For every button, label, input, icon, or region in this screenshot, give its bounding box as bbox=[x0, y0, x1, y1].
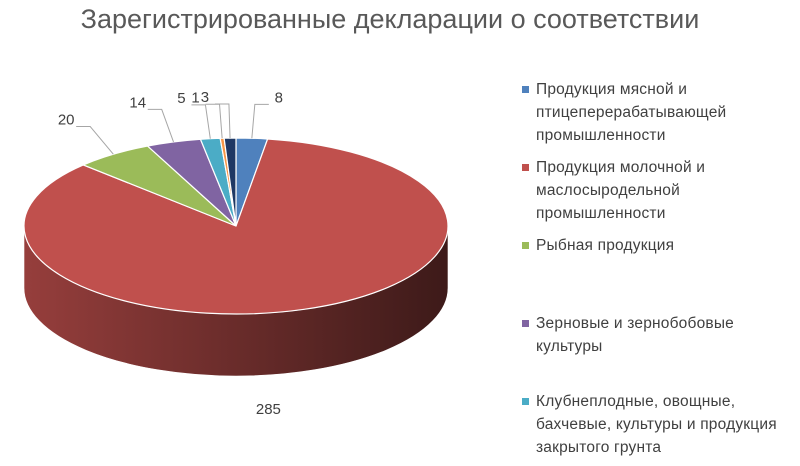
legend-item: Рыбная продукция bbox=[522, 234, 674, 257]
data-label-3: 14 bbox=[129, 94, 146, 111]
leader-line-6 bbox=[214, 103, 231, 139]
legend-label: Рыбная продукция bbox=[536, 237, 675, 254]
legend-item: Продукция молочной и маслосыродельной пром… bbox=[522, 156, 705, 225]
legend-item: Продукция мясной и птицеперерабатывающей п… bbox=[522, 78, 726, 147]
data-label-4: 5 bbox=[177, 90, 185, 107]
legend-label: Продукция мясной и птицеперерабатывающей п… bbox=[536, 81, 727, 144]
data-label-2: 20 bbox=[58, 112, 75, 129]
leader-line-2 bbox=[76, 126, 114, 155]
legend-label: Продукция молочной и маслосыродельной пром… bbox=[536, 159, 706, 222]
legend-swatch bbox=[522, 164, 529, 171]
data-label-0: 8 bbox=[275, 89, 283, 106]
leader-line-3 bbox=[147, 108, 174, 143]
leader-line-0 bbox=[251, 103, 269, 139]
data-label-5: 1 bbox=[191, 89, 199, 106]
legend-swatch bbox=[522, 398, 529, 405]
chart-title: Зарегистрированные декларации о соответс… bbox=[80, 4, 700, 34]
data-label-1: 285 bbox=[256, 401, 281, 418]
data-label-6: 3 bbox=[201, 89, 209, 106]
legend-label: Зерновые и зернобобовые культуры bbox=[536, 315, 734, 355]
legend-swatch bbox=[522, 86, 529, 93]
legend-item: Клубнеплодные, овощные, бахчевые, культур… bbox=[522, 390, 777, 459]
legend-label: Клубнеплодные, овощные, бахчевые, культур… bbox=[536, 393, 777, 456]
legend-swatch bbox=[522, 320, 529, 327]
legend-swatch bbox=[522, 242, 529, 249]
legend-item: Зерновые и зернобобовые культуры bbox=[522, 312, 734, 358]
leader-line-4 bbox=[191, 104, 211, 139]
pie-slice-1 bbox=[23, 138, 449, 315]
